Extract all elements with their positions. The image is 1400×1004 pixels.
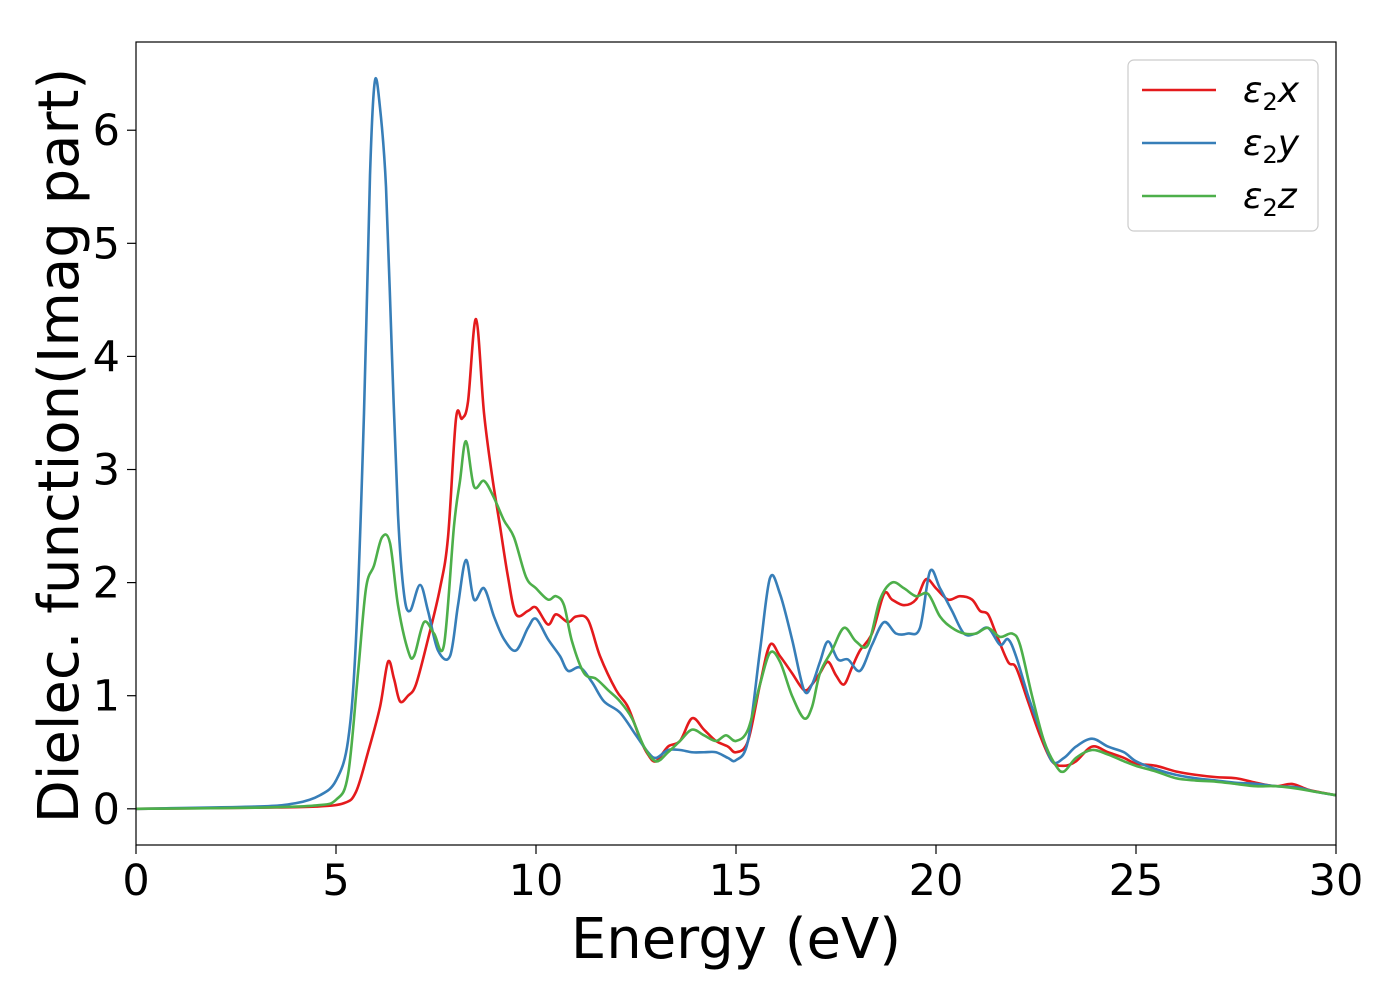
series-layer [136,77,1336,811]
series-line-z [136,439,1336,811]
x-tick-label: 20 [909,856,964,906]
y-tick-label: 0 [93,785,120,835]
y-tick-label: 5 [93,219,120,269]
y-tick-label: 4 [93,332,120,382]
x-tick-label: 25 [1109,856,1164,906]
legend: ε2x ε2y ε2z [1127,59,1319,232]
legend-box [1127,59,1319,232]
x-tick-label: 0 [122,856,149,906]
ticks-layer: 0 5 10 15 20 25 30 0 1 2 3 4 5 6 [93,106,1364,906]
y-axis-label: Dielec. function(Imag part) [27,68,92,824]
y-tick-label: 1 [93,672,120,722]
legend-label-x: ε2x [1243,70,1300,116]
y-tick-label: 2 [93,559,120,609]
y-tick-label: 3 [93,446,120,496]
x-tick-label: 30 [1309,856,1364,906]
y-tick-label: 6 [93,106,120,156]
legend-label-y: ε2y [1243,123,1300,169]
legend-label-z: ε2z [1243,176,1298,222]
x-axis-label: Energy (eV) [571,907,901,972]
x-tick-label: 5 [322,856,349,906]
x-tick-label: 10 [509,856,564,906]
x-tick-label: 15 [709,856,764,906]
